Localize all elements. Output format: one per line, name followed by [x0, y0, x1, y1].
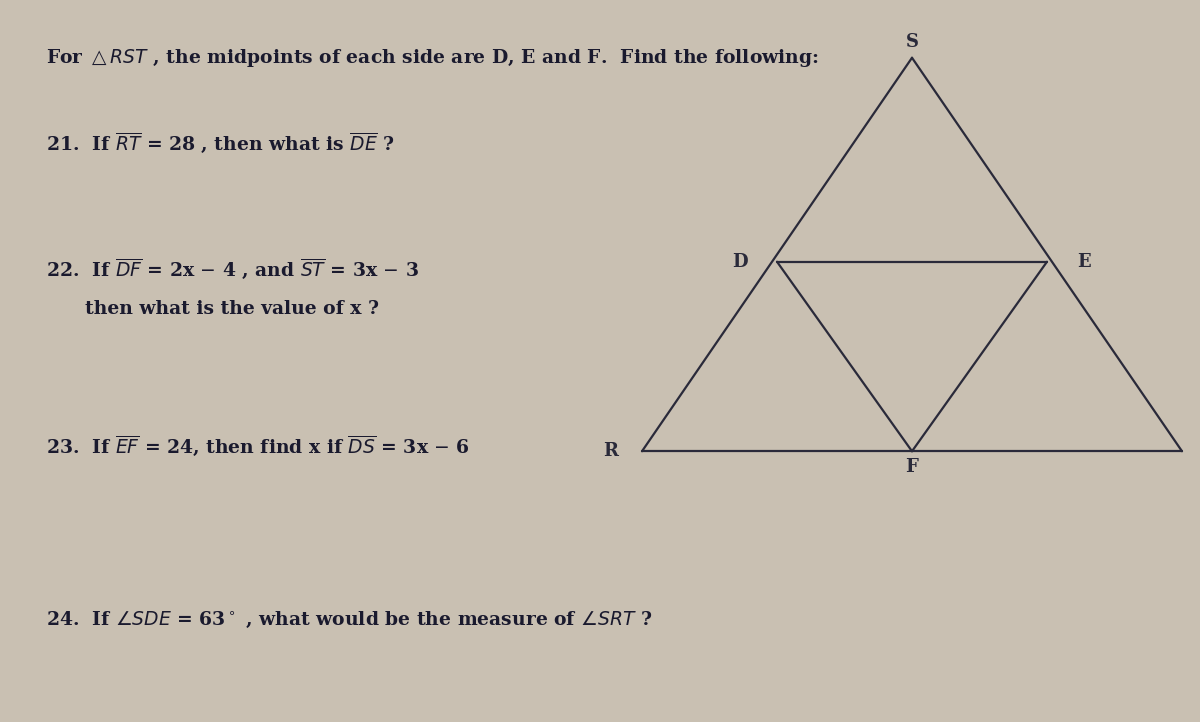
Text: E: E: [1078, 253, 1091, 271]
Text: R: R: [602, 443, 618, 460]
Text: S: S: [906, 33, 918, 51]
Text: For $\triangle RST$ , the midpoints of each side are D, E and F.  Find the follo: For $\triangle RST$ , the midpoints of e…: [46, 47, 818, 69]
Text: 22.  If $\overline{DF}$ = 2x $-$ 4 , and $\overline{ST}$ = 3x $-$ 3: 22. If $\overline{DF}$ = 2x $-$ 4 , and …: [46, 256, 419, 281]
Text: 23.  If $\overline{EF}$ = 24, then find x if $\overline{DS}$ = 3x $-$ 6: 23. If $\overline{EF}$ = 24, then find x…: [46, 433, 469, 458]
Text: then what is the value of x ?: then what is the value of x ?: [46, 300, 379, 318]
Text: D: D: [732, 253, 748, 271]
Text: F: F: [906, 458, 918, 476]
Text: 21.  If $\overline{RT}$ = 28 , then what is $\overline{DE}$ ?: 21. If $\overline{RT}$ = 28 , then what …: [46, 130, 394, 155]
Text: 24.  If $\angle SDE$ = 63$^\circ$ , what would be the measure of $\angle SRT$ ?: 24. If $\angle SDE$ = 63$^\circ$ , what …: [46, 610, 652, 630]
